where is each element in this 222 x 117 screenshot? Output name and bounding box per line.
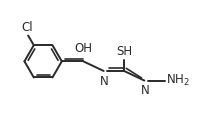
Text: NH$_2$: NH$_2$ [166, 73, 190, 88]
Text: N: N [100, 75, 109, 88]
Text: Cl: Cl [22, 21, 33, 34]
Text: OH: OH [75, 42, 93, 55]
Text: N: N [141, 84, 149, 97]
Text: SH: SH [117, 45, 133, 58]
